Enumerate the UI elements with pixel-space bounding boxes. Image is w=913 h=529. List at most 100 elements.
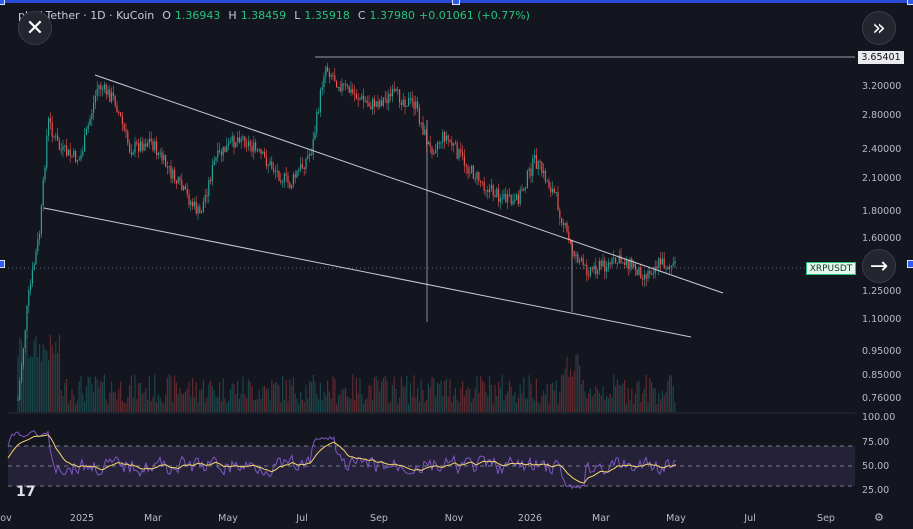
symbol-title[interactable]: ple / Tether · 1D · KuCoin [18, 9, 155, 22]
candle-body [318, 111, 320, 113]
candle-body [611, 258, 613, 265]
candle-body [55, 135, 57, 137]
candle-body [294, 174, 296, 178]
resize-handle-tl[interactable] [0, 0, 5, 5]
volume-bar [332, 375, 334, 412]
price-tick-label: 0.95000 [862, 346, 901, 357]
candle-body [672, 263, 674, 266]
candle-body [208, 179, 210, 196]
candle-body [645, 274, 647, 279]
volume-bar [226, 403, 228, 412]
candle-body [327, 66, 329, 72]
candle-body [499, 198, 501, 202]
candle-body [21, 365, 23, 382]
candle-body [580, 258, 582, 261]
candle-body [397, 89, 399, 91]
candle-body [370, 106, 372, 110]
upper-trend-line [94, 74, 724, 294]
volume-bar [613, 374, 615, 412]
candle-body [642, 278, 644, 280]
trend-lines[interactable] [43, 74, 724, 338]
volume-bar [550, 383, 552, 412]
volume-bar [526, 398, 528, 412]
candle-body [471, 165, 473, 173]
candle-body [143, 143, 145, 151]
volume-bar [361, 394, 363, 412]
candle-body [442, 132, 444, 143]
price-axis[interactable]: 3.20000 2.80000 2.40000 2.10000 1.80000 1.600… [862, 81, 901, 404]
candle-body [656, 266, 658, 269]
resize-handle-ml[interactable] [0, 260, 5, 268]
candle-body [316, 111, 318, 133]
volume-bar [66, 379, 68, 412]
change-value: +0.01061 (+0.77%) [419, 9, 530, 22]
tradingview-logo[interactable]: 17 [16, 484, 36, 500]
volume-bar [188, 381, 190, 412]
volume-bar [665, 392, 667, 412]
candle-body [312, 139, 314, 156]
volume-bar [532, 398, 534, 412]
candle-body [586, 264, 588, 276]
volume-bar [436, 382, 438, 412]
candle-body [467, 166, 469, 174]
volume-bar [80, 376, 82, 412]
volume-bar [355, 377, 357, 412]
volume-bar [316, 393, 318, 412]
volume-bar [141, 393, 143, 412]
expand-button[interactable]: » [862, 11, 896, 45]
candle-body [505, 194, 507, 203]
rsi-ma-line [7, 434, 677, 484]
volume-bar [568, 377, 570, 412]
candle-body [210, 179, 212, 182]
volume-bar [418, 401, 420, 412]
candle-body [382, 97, 384, 106]
candle-body [188, 194, 190, 206]
resize-handle-mr[interactable] [907, 260, 913, 268]
volume-bar [409, 383, 411, 412]
volume-bar [352, 374, 354, 412]
volume-bar [609, 393, 611, 412]
candle-body [138, 143, 140, 152]
candle-body [544, 170, 546, 182]
volume-bar [584, 391, 586, 412]
candle-body [26, 305, 28, 331]
volume-bar [179, 388, 181, 412]
volume-bar [534, 400, 536, 412]
volume-bar [359, 377, 361, 412]
resize-handle-tr[interactable] [907, 0, 913, 5]
volume-bar [507, 391, 509, 412]
resize-handle-tc[interactable] [452, 0, 460, 5]
volume-bar [377, 380, 379, 412]
volume-bar [145, 388, 147, 412]
candle-body [526, 170, 528, 188]
candle-body [627, 259, 629, 270]
candle-body [451, 141, 453, 146]
volume-bar [37, 356, 39, 412]
candle-body [202, 201, 204, 213]
volume-bar [557, 403, 559, 412]
candle-body [521, 189, 523, 191]
candle-body [447, 135, 449, 140]
candle-body [172, 169, 174, 179]
volume-bar [498, 381, 500, 412]
price-tick-label: 3.20000 [862, 81, 901, 92]
volume-bar [112, 392, 114, 412]
candle-body [67, 149, 69, 156]
volume-bar [48, 360, 50, 412]
candle-body [472, 165, 474, 179]
close-button[interactable]: ✕ [18, 11, 52, 45]
time-axis[interactable]: ov 2025 Mar May Jul Sep Nov 2026 Mar May Jul Sep [0, 513, 835, 524]
volume-bar [287, 401, 289, 412]
candle-body [503, 194, 505, 199]
gear-icon[interactable]: ⚙ [874, 511, 884, 524]
volume-bar [280, 402, 282, 412]
volume-bar [103, 374, 105, 412]
next-button[interactable]: → [862, 249, 896, 283]
open-label: O [162, 9, 171, 22]
candle-body [652, 273, 654, 275]
volume-bar [422, 390, 424, 412]
candle-body [589, 267, 591, 276]
candle-body [669, 266, 671, 269]
volume-bar [109, 392, 111, 412]
